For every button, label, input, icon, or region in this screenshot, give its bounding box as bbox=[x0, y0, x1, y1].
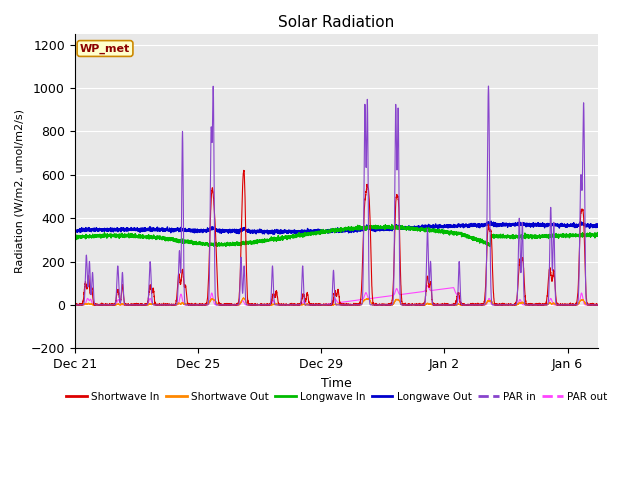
Shortwave Out bbox=[412, 301, 419, 307]
PAR in bbox=[484, 83, 492, 89]
Longwave In bbox=[486, 243, 493, 249]
Shortwave Out bbox=[461, 302, 469, 308]
PAR in bbox=[271, 301, 278, 307]
Y-axis label: Radiation (W/m2, umol/m2/s): Radiation (W/m2, umol/m2/s) bbox=[15, 109, 25, 273]
Shortwave In bbox=[240, 168, 248, 173]
PAR out bbox=[166, 302, 173, 308]
PAR in bbox=[502, 302, 509, 308]
PAR out bbox=[71, 302, 79, 308]
Text: WP_met: WP_met bbox=[80, 43, 130, 54]
Shortwave In bbox=[412, 302, 419, 308]
Shortwave Out bbox=[502, 302, 509, 308]
Shortwave Out bbox=[71, 302, 79, 308]
Longwave Out bbox=[269, 231, 277, 237]
PAR in bbox=[385, 302, 392, 308]
Shortwave Out bbox=[240, 295, 248, 301]
Longwave Out bbox=[487, 218, 495, 224]
PAR in bbox=[461, 302, 469, 308]
Longwave In bbox=[388, 222, 396, 228]
PAR in bbox=[71, 302, 79, 308]
PAR in bbox=[166, 302, 173, 308]
Longwave In bbox=[595, 232, 602, 238]
Shortwave In bbox=[461, 302, 469, 308]
PAR out bbox=[461, 302, 469, 308]
PAR out bbox=[502, 302, 509, 308]
PAR out bbox=[424, 283, 431, 288]
Shortwave In bbox=[166, 302, 173, 308]
Title: Solar Radiation: Solar Radiation bbox=[278, 15, 395, 30]
Longwave In bbox=[461, 231, 469, 237]
Line: Longwave In: Longwave In bbox=[75, 225, 598, 246]
X-axis label: Time: Time bbox=[321, 377, 352, 390]
PAR in bbox=[412, 302, 419, 308]
Longwave In bbox=[412, 226, 419, 232]
Longwave Out bbox=[412, 226, 419, 231]
Line: Longwave Out: Longwave Out bbox=[75, 221, 598, 234]
Longwave In bbox=[166, 237, 173, 243]
Longwave Out bbox=[595, 222, 602, 228]
Longwave Out bbox=[271, 228, 279, 234]
PAR out bbox=[595, 302, 602, 308]
Longwave Out bbox=[461, 222, 469, 228]
Shortwave In bbox=[271, 294, 279, 300]
Line: Shortwave Out: Shortwave Out bbox=[75, 298, 598, 305]
Shortwave In bbox=[71, 302, 79, 308]
Line: PAR in: PAR in bbox=[75, 86, 598, 305]
Longwave In bbox=[385, 226, 392, 231]
Longwave Out bbox=[385, 227, 393, 232]
Longwave Out bbox=[166, 228, 173, 233]
Legend: Shortwave In, Shortwave Out, Longwave In, Longwave Out, PAR in, PAR out: Shortwave In, Shortwave Out, Longwave In… bbox=[62, 388, 611, 406]
Shortwave Out bbox=[166, 302, 173, 308]
Line: PAR out: PAR out bbox=[75, 286, 598, 305]
Longwave In bbox=[271, 235, 278, 241]
Shortwave Out bbox=[595, 302, 602, 308]
Shortwave Out bbox=[271, 301, 279, 307]
PAR in bbox=[595, 302, 602, 308]
Longwave Out bbox=[502, 222, 509, 228]
PAR out bbox=[271, 300, 278, 306]
Longwave In bbox=[71, 234, 79, 240]
Longwave Out bbox=[71, 227, 79, 232]
Line: Shortwave In: Shortwave In bbox=[75, 170, 598, 305]
Shortwave In bbox=[502, 302, 509, 308]
PAR out bbox=[385, 293, 392, 299]
Shortwave In bbox=[385, 302, 393, 308]
Longwave In bbox=[502, 234, 509, 240]
PAR out bbox=[412, 290, 419, 296]
Shortwave In bbox=[595, 302, 602, 308]
Shortwave Out bbox=[385, 302, 393, 308]
